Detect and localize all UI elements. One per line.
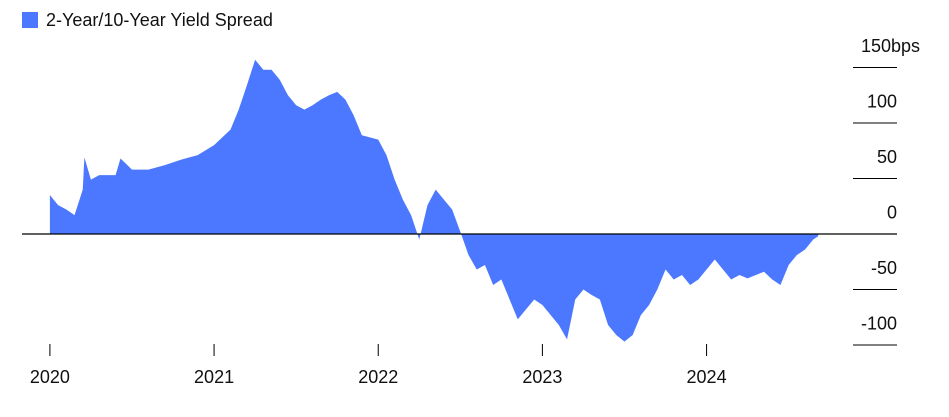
- x-tick-label: 2020: [30, 367, 70, 387]
- x-tick-label: 2023: [522, 367, 562, 387]
- legend-swatch: [22, 12, 38, 28]
- y-tick-label: -50: [871, 258, 897, 278]
- x-tick-label: 2024: [687, 367, 727, 387]
- legend-label: 2-Year/10-Year Yield Spread: [46, 10, 273, 30]
- area: [49, 59, 819, 342]
- x-tick-label: 2022: [358, 367, 398, 387]
- y-tick-label: -100: [861, 314, 897, 334]
- y-tick-label: 100: [867, 92, 897, 112]
- x-tick-label: 2021: [194, 367, 234, 387]
- y-tick-label: 50: [877, 147, 897, 167]
- y-tick-label: 0: [887, 203, 897, 223]
- y-tick-label: 150bps: [861, 36, 920, 56]
